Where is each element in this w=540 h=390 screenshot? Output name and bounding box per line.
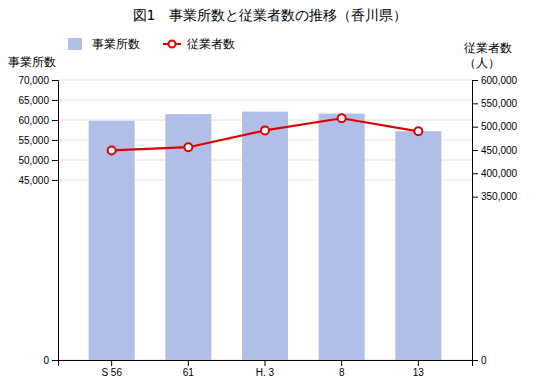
tick: 0 <box>472 355 487 366</box>
grid-line <box>58 80 472 81</box>
tick-label: 0 <box>43 355 49 366</box>
tick: 60,000 <box>18 115 58 126</box>
marker <box>108 146 116 154</box>
y2-axis-label: （人） <box>464 56 500 70</box>
tick-mark <box>472 80 478 81</box>
tick-label: H. 3 <box>256 367 275 378</box>
marker <box>414 127 422 135</box>
y2-axis: 0 350,000 400,000 450,000 500,000 550,000 600,… <box>472 75 518 366</box>
tick-label: 13 <box>413 367 425 378</box>
legend-label: 事業所数 <box>92 37 140 51</box>
tick: 61 <box>183 360 195 378</box>
tick: 350,000 <box>472 191 518 202</box>
tick-mark <box>472 173 478 174</box>
tick-mark <box>188 360 189 366</box>
markers <box>108 114 423 154</box>
tick: 400,000 <box>472 168 518 179</box>
tick-label: S 56 <box>101 367 122 378</box>
tick-mark <box>52 120 58 121</box>
bar-series <box>89 112 442 360</box>
marker <box>184 143 192 151</box>
tick-label: 45,000 <box>18 175 49 186</box>
tick-mark <box>52 100 58 101</box>
tick-mark <box>52 160 58 161</box>
tick-mark <box>265 360 266 366</box>
y-axis: 0 45,000 50,000 55,000 60,000 65,000 70,000 <box>18 75 58 366</box>
tick-label: 8 <box>339 367 345 378</box>
tick: 50,000 <box>18 155 58 166</box>
legend-item: 事業所数 <box>68 37 140 51</box>
title: 図1 事業所数と従業者数の推移（香川県） <box>133 7 408 23</box>
axis-line <box>52 81 59 361</box>
grid-line <box>58 100 472 101</box>
tick-label: 400,000 <box>481 168 518 179</box>
tick-mark <box>472 127 478 128</box>
tick-mark <box>418 360 419 366</box>
bar <box>319 114 365 360</box>
legend-label: 従業者数 <box>187 37 235 51</box>
tick: 600,000 <box>472 75 518 86</box>
tick: S 56 <box>101 360 122 378</box>
line <box>112 118 419 150</box>
tick-label: 70,000 <box>18 75 49 86</box>
tick-label: 50,000 <box>18 155 49 166</box>
tick-label: 61 <box>183 367 195 378</box>
tick: H. 3 <box>256 360 275 378</box>
tick-label: 600,000 <box>481 75 518 86</box>
marks <box>89 112 442 360</box>
tick-label: 550,000 <box>481 98 518 109</box>
plot: 0 45,000 50,000 55,000 60,000 65,000 70,000 0 35… <box>18 75 517 378</box>
tick-mark <box>111 360 112 366</box>
tick: 45,000 <box>18 175 58 186</box>
tick-mark <box>472 150 478 151</box>
bar <box>242 112 288 360</box>
tick-mark <box>341 360 342 366</box>
legend-marker <box>169 41 176 48</box>
tick-label: 350,000 <box>481 191 518 202</box>
tick-label: 500,000 <box>481 121 518 132</box>
tick: 550,000 <box>472 98 518 109</box>
chart: 0 45,000 50,000 55,000 60,000 65,000 70,000 0 35… <box>0 0 540 390</box>
tick-label: 0 <box>481 355 487 366</box>
tick-mark <box>52 140 58 141</box>
grid <box>58 80 472 360</box>
tick: 500,000 <box>472 121 518 132</box>
bar <box>89 121 135 360</box>
tick-mark <box>52 80 58 81</box>
bar <box>395 131 441 360</box>
tick-label: 450,000 <box>481 145 518 156</box>
tick-mark <box>52 360 58 361</box>
legend: 事業所数 従業者数 <box>68 37 235 51</box>
tick-mark <box>472 197 478 198</box>
tick-label: 55,000 <box>18 135 49 146</box>
x-axis: S 56 61 H. 3 8 13 <box>59 360 473 378</box>
axis-line <box>59 361 473 367</box>
y2-axis-label: 従業者数 <box>464 41 512 55</box>
tick-label: 60,000 <box>18 115 49 126</box>
y-axis-label: 事業所数 <box>8 55 56 69</box>
legend-swatch <box>68 38 82 50</box>
axis-line <box>473 81 479 361</box>
tick: 0 <box>43 355 58 366</box>
tick-mark <box>472 103 478 104</box>
bar <box>165 114 211 360</box>
tick-label: 65,000 <box>18 95 49 106</box>
tick: 65,000 <box>18 95 58 106</box>
tick: 13 <box>413 360 425 378</box>
tick-mark <box>52 180 58 181</box>
tick: 8 <box>339 360 345 378</box>
marker <box>261 126 269 134</box>
legend-item: 従業者数 <box>163 37 235 51</box>
tick: 55,000 <box>18 135 58 146</box>
tick: 450,000 <box>472 145 518 156</box>
tick: 70,000 <box>18 75 58 86</box>
marker <box>338 114 346 122</box>
